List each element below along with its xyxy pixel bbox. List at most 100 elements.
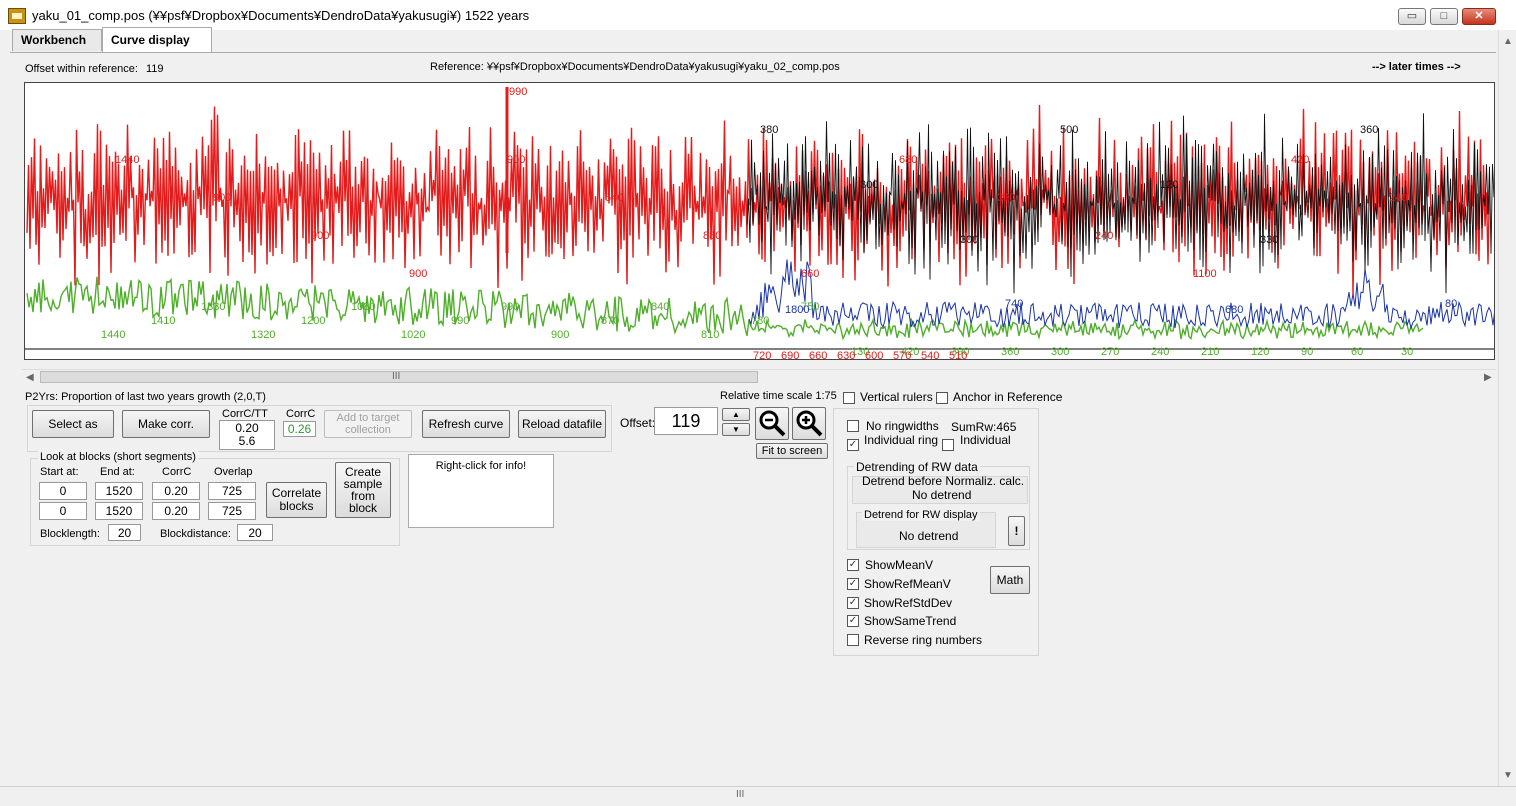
overlap-header: Overlap	[214, 466, 253, 478]
reference-value-label: 330	[1260, 234, 1278, 246]
select-as-button[interactable]: Select as	[32, 410, 114, 438]
corrc-tt-label: CorrC/TT	[222, 408, 268, 420]
anchor-in-reference-checkbox[interactable]	[936, 392, 948, 404]
main-controls-group	[27, 405, 612, 452]
reload-datafile-button[interactable]: Reload datafile	[518, 410, 606, 438]
tab-curve-display[interactable]: Curve display	[102, 27, 212, 52]
trend-value-label: 270	[1101, 346, 1119, 358]
scroll-up-arrow-icon[interactable]: ▲	[1503, 36, 1513, 47]
show-mean-v-checkbox[interactable]: ✓	[847, 559, 859, 571]
curve-plot[interactable]: 990 1440 900 900 900 900 540 880 660 680 330 240 110…	[24, 82, 1495, 360]
detrend-before-box[interactable]	[852, 476, 1028, 504]
sample-value-label: 240	[1095, 230, 1113, 242]
sample-value-label: 1440	[115, 154, 139, 166]
vertical-rulers-checkbox[interactable]	[843, 392, 855, 404]
sample-value-label: 420	[1291, 154, 1309, 166]
show-ref-mean-v-checkbox[interactable]: ✓	[847, 578, 859, 590]
zoom-out-button[interactable]	[755, 407, 789, 440]
trend-value-label: 1320	[251, 329, 275, 341]
no-ringwidths-checkbox[interactable]	[847, 420, 859, 432]
add-to-target-collection-button[interactable]: Add to target collection	[324, 410, 412, 438]
vertical-rulers-label: Vertical rulers	[860, 390, 933, 404]
reference-value-label: 120	[1160, 179, 1178, 191]
block1-end-input[interactable]	[95, 482, 143, 500]
detrend-before-value[interactable]: No detrend	[912, 488, 972, 502]
zoom-in-button[interactable]	[792, 407, 826, 440]
sample-value-label: 900	[213, 192, 231, 204]
individual-ring-checkbox[interactable]: ✓	[847, 439, 859, 451]
offset-up-button[interactable]: ▲	[722, 408, 750, 421]
blocklength-input[interactable]	[108, 524, 141, 541]
sample-value-label: 240	[1389, 192, 1407, 204]
reverse-ring-numbers-label: Reverse ring numbers	[864, 633, 983, 647]
reference-curve	[746, 113, 1494, 294]
detrend-display-value[interactable]: No detrend	[899, 529, 959, 543]
trend-value-label: 240	[1151, 346, 1169, 358]
block1-start-input[interactable]	[39, 482, 87, 500]
curve-chart-svg: 990 1440 900 900 900 900 540 880 660 680 330 240 110…	[25, 86, 1494, 360]
reference-path: Reference: ¥¥psf¥Dropbox¥Documents¥Dendr…	[430, 61, 840, 73]
maximize-button[interactable]: □	[1430, 8, 1458, 25]
blocks-title: Look at blocks (short segments)	[38, 451, 198, 463]
trend-value-label: 420	[901, 346, 919, 358]
create-sample-from-block-button[interactable]: Create sample from block	[335, 462, 391, 518]
individual-checkbox[interactable]	[942, 439, 954, 451]
make-corr-button[interactable]: Make corr.	[122, 410, 210, 438]
show-same-trend-checkbox[interactable]: ✓	[847, 615, 859, 627]
scroll-right-arrow-icon[interactable]: ▶	[1484, 372, 1492, 383]
trend-value-label: 1020	[401, 329, 425, 341]
reference-value-label: 360	[1360, 124, 1378, 136]
correlate-blocks-button[interactable]: Correlate blocks	[266, 482, 327, 518]
block1-overlap-input[interactable]	[208, 482, 256, 500]
offset-within-reference-label: Offset within reference:	[25, 63, 138, 75]
sample-value-label: 680	[899, 154, 917, 166]
math-button[interactable]: Math	[990, 566, 1030, 594]
x-tick-label: 630	[837, 350, 855, 360]
scroll-down-arrow-icon[interactable]: ▼	[1503, 770, 1513, 781]
trend-value-label: 130	[851, 346, 869, 358]
x-tick-label: 690	[781, 350, 799, 360]
anchor-in-reference-label: Anchor in Reference	[953, 390, 1063, 404]
block1-corrc-input[interactable]	[152, 482, 200, 500]
info-box[interactable]: Right-click for info!	[408, 454, 554, 528]
window-horizontal-scrollbar[interactable]	[0, 786, 1516, 806]
block2-start-input[interactable]	[39, 502, 87, 520]
sample-value-label: 660	[801, 268, 819, 280]
no-ringwidths-label: No ringwidths	[866, 419, 939, 433]
show-ref-std-dev-checkbox[interactable]: ✓	[847, 597, 859, 609]
blockdistance-input[interactable]	[237, 524, 273, 541]
detrend-display-button[interactable]: !	[1008, 516, 1025, 546]
sample-value-label: 330	[997, 192, 1015, 204]
show-ref-std-dev-label: ShowRefStdDev	[864, 596, 953, 610]
tab-workbench[interactable]: Workbench	[12, 29, 102, 51]
trend-value-label: 30	[1401, 346, 1413, 358]
offset-down-button[interactable]: ▼	[722, 423, 750, 436]
sample-value-label: 900	[507, 154, 525, 166]
detrend-before-label: Detrend before Normaliz. calc.	[862, 474, 1025, 488]
trend-value-label: 120	[1251, 346, 1269, 358]
reference-trend-label: 80	[1445, 298, 1457, 310]
later-times-button[interactable]: --> later times -->	[1372, 61, 1461, 73]
block2-end-input[interactable]	[95, 502, 143, 520]
trend-value-label: 840	[651, 301, 669, 313]
trend-value-label: 810	[701, 329, 719, 341]
vertical-scrollbar[interactable]	[1498, 30, 1516, 792]
relative-time-scale-label: Relative time scale 1:75	[720, 390, 837, 402]
offset-input[interactable]	[654, 407, 718, 435]
plot-scroll-thumb[interactable]	[40, 371, 758, 383]
scroll-left-arrow-icon[interactable]: ◀	[26, 372, 34, 383]
trend-value-label: 1410	[151, 315, 175, 327]
refresh-curve-button[interactable]: Refresh curve	[422, 410, 510, 438]
reference-value-label: 380	[760, 124, 778, 136]
trend-value-label: 900	[551, 329, 569, 341]
sample-value-label: 900	[409, 268, 427, 280]
block2-overlap-input[interactable]	[208, 502, 256, 520]
trend-value-label: 360	[1001, 346, 1019, 358]
close-button[interactable]: ✕	[1462, 8, 1496, 25]
reverse-ring-numbers-checkbox[interactable]	[847, 634, 859, 646]
reference-value-label: 300	[860, 179, 878, 191]
block2-corrc-input[interactable]	[152, 502, 200, 520]
minimize-button[interactable]: ▭	[1398, 8, 1426, 25]
zoom-out-icon	[759, 410, 786, 437]
fit-to-screen-button[interactable]: Fit to screen	[756, 443, 828, 459]
